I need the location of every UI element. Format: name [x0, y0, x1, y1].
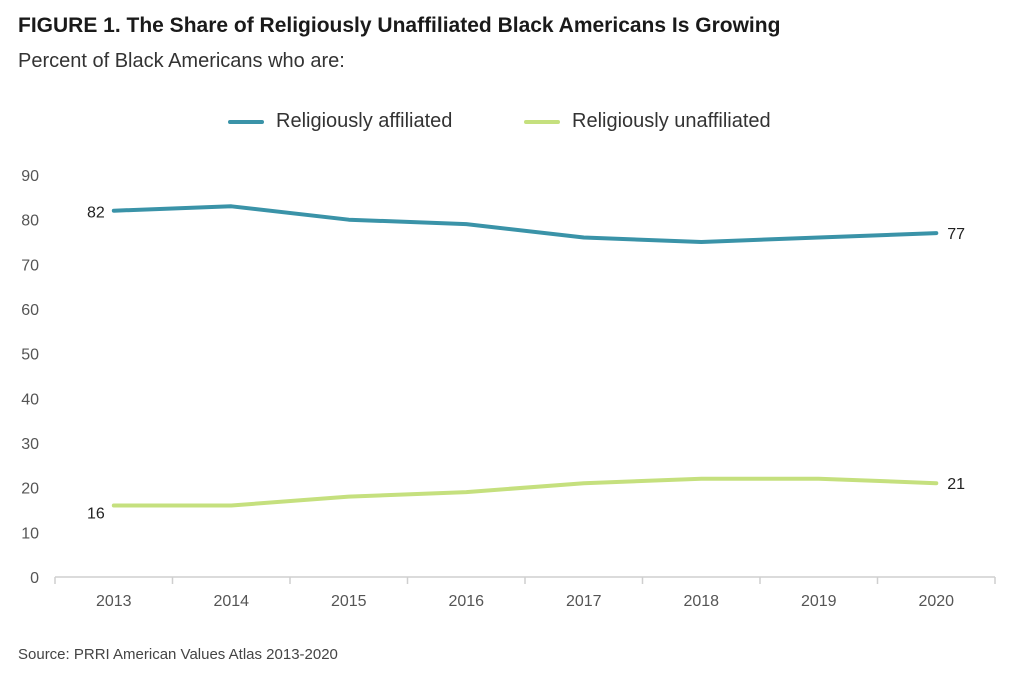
y-tick-label: 70 [21, 257, 39, 274]
x-tick-label: 2016 [448, 593, 484, 610]
legend-label-unaffiliated: Religiously unaffiliated [572, 110, 771, 132]
y-tick-label: 0 [30, 570, 39, 587]
data-label: 82 [87, 205, 105, 222]
y-tick-label: 10 [21, 525, 39, 542]
y-tick-label: 50 [21, 347, 39, 364]
series-line-unaffiliated [111, 476, 939, 508]
data-label: 16 [87, 506, 105, 523]
x-tick-label: 2020 [918, 593, 954, 610]
x-tick-label: 2014 [213, 593, 249, 610]
source-note: Source: PRRI American Values Atlas 2013-… [18, 646, 338, 663]
legend-item-affiliated: Religiously affiliated [228, 110, 452, 133]
x-tick-label: 2017 [566, 593, 602, 610]
legend: Religiously affiliated Religiously unaff… [0, 110, 1024, 140]
y-tick-label: 40 [21, 391, 39, 408]
x-tick-label: 2019 [801, 593, 837, 610]
legend-label-affiliated: Religiously affiliated [276, 110, 453, 132]
y-tick-label: 90 [21, 168, 39, 185]
legend-swatch-unaffiliated [524, 119, 560, 124]
x-tick-label: 2018 [683, 593, 719, 610]
x-tick-label: 2015 [331, 593, 367, 610]
legend-swatch-affiliated [228, 119, 264, 124]
data-label: 77 [947, 226, 965, 243]
legend-item-unaffiliated: Religiously unaffiliated [524, 110, 771, 133]
chart-subtitle: Percent of Black Americans who are: [18, 50, 345, 72]
data-label: 21 [947, 476, 965, 493]
y-tick-label: 30 [21, 436, 39, 453]
series-line-affiliated [111, 204, 939, 244]
x-tick-label: 2013 [96, 593, 132, 610]
y-tick-label: 20 [21, 481, 39, 498]
chart-title: FIGURE 1. The Share of Religiously Unaff… [18, 14, 781, 37]
y-tick-label: 80 [21, 213, 39, 230]
y-tick-label: 60 [21, 302, 39, 319]
